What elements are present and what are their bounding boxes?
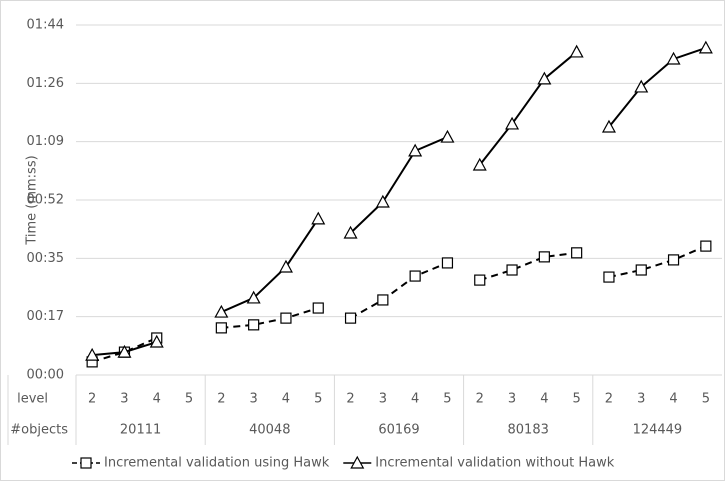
marker <box>537 71 552 85</box>
marker <box>350 455 365 469</box>
marker <box>634 79 649 93</box>
x-tick-label: 5 <box>443 392 451 407</box>
x-tick-label: 3 <box>250 392 258 407</box>
marker <box>117 344 132 358</box>
marker <box>700 240 712 252</box>
marker <box>603 271 615 283</box>
y-tick-label: 01:09 <box>27 134 64 149</box>
marker <box>280 312 292 324</box>
legend-label: Incremental validation using Hawk <box>104 456 330 471</box>
marker <box>278 259 293 273</box>
x-tick-label: 4 <box>411 392 419 407</box>
marker <box>441 257 454 269</box>
series-line <box>608 46 707 128</box>
marker <box>214 304 229 318</box>
x-tick-label: 5 <box>702 392 710 407</box>
x-tick-label: 5 <box>185 392 193 407</box>
marker <box>571 247 583 259</box>
x-tick-label: 4 <box>153 392 161 407</box>
marker <box>85 347 100 361</box>
series-line <box>608 245 707 279</box>
y-tick-label: 01:44 <box>27 18 64 33</box>
marker <box>343 225 358 239</box>
marker <box>667 254 680 266</box>
x-tick-label: 3 <box>379 392 387 407</box>
series-line <box>479 251 577 282</box>
x-tick-label: 4 <box>669 392 677 407</box>
series-line <box>220 218 320 313</box>
x-tick-label: 2 <box>346 392 354 407</box>
x-tick-label: 3 <box>637 392 645 407</box>
marker <box>80 457 92 469</box>
marker <box>698 40 713 54</box>
y-tick-label: 00:35 <box>27 251 64 266</box>
series-line <box>350 262 448 319</box>
marker <box>601 119 616 133</box>
y-tick-label: 00:00 <box>27 368 64 383</box>
series-line <box>478 51 578 166</box>
marker <box>215 322 227 334</box>
marker <box>472 157 487 171</box>
category-row-label: level <box>17 392 48 407</box>
marker <box>408 143 423 157</box>
marker <box>409 270 421 282</box>
marker <box>569 44 584 58</box>
marker <box>440 129 455 143</box>
series-line <box>349 136 448 234</box>
marker <box>248 319 260 331</box>
y-tick-label: 00:17 <box>27 309 64 324</box>
group-label: 124449 <box>633 423 683 438</box>
marker <box>538 251 550 263</box>
marker <box>149 334 164 348</box>
marker <box>635 264 647 276</box>
marker <box>377 294 389 306</box>
marker <box>246 290 261 304</box>
y-tick-label: 00:52 <box>27 193 64 208</box>
x-tick-label: 5 <box>573 392 581 407</box>
y-axis-title: Time (mm:ss) <box>25 155 40 245</box>
marker <box>474 274 486 286</box>
group-label: 40048 <box>249 423 290 438</box>
group-label: 80183 <box>508 423 549 438</box>
y-tick-label: 01:26 <box>27 76 64 91</box>
marker <box>505 116 520 130</box>
marker <box>311 211 326 225</box>
x-tick-label: 3 <box>120 392 128 407</box>
x-tick-label: 4 <box>540 392 548 407</box>
marker <box>312 302 324 314</box>
group-label: 20111 <box>120 423 161 438</box>
group-label: 60169 <box>378 423 419 438</box>
marker <box>506 264 518 276</box>
marker <box>375 194 390 208</box>
series-line <box>221 307 319 329</box>
marker <box>344 312 357 324</box>
x-tick-label: 2 <box>88 392 96 407</box>
legend-label: Incremental validation without Hawk <box>375 456 614 471</box>
category-row-label: #objects <box>10 423 68 438</box>
x-tick-label: 2 <box>217 392 225 407</box>
marker <box>666 51 681 65</box>
x-tick-label: 4 <box>282 392 290 407</box>
x-tick-label: 2 <box>476 392 484 407</box>
x-tick-label: 2 <box>605 392 613 407</box>
x-tick-label: 5 <box>314 392 322 407</box>
x-tick-label: 3 <box>508 392 516 407</box>
